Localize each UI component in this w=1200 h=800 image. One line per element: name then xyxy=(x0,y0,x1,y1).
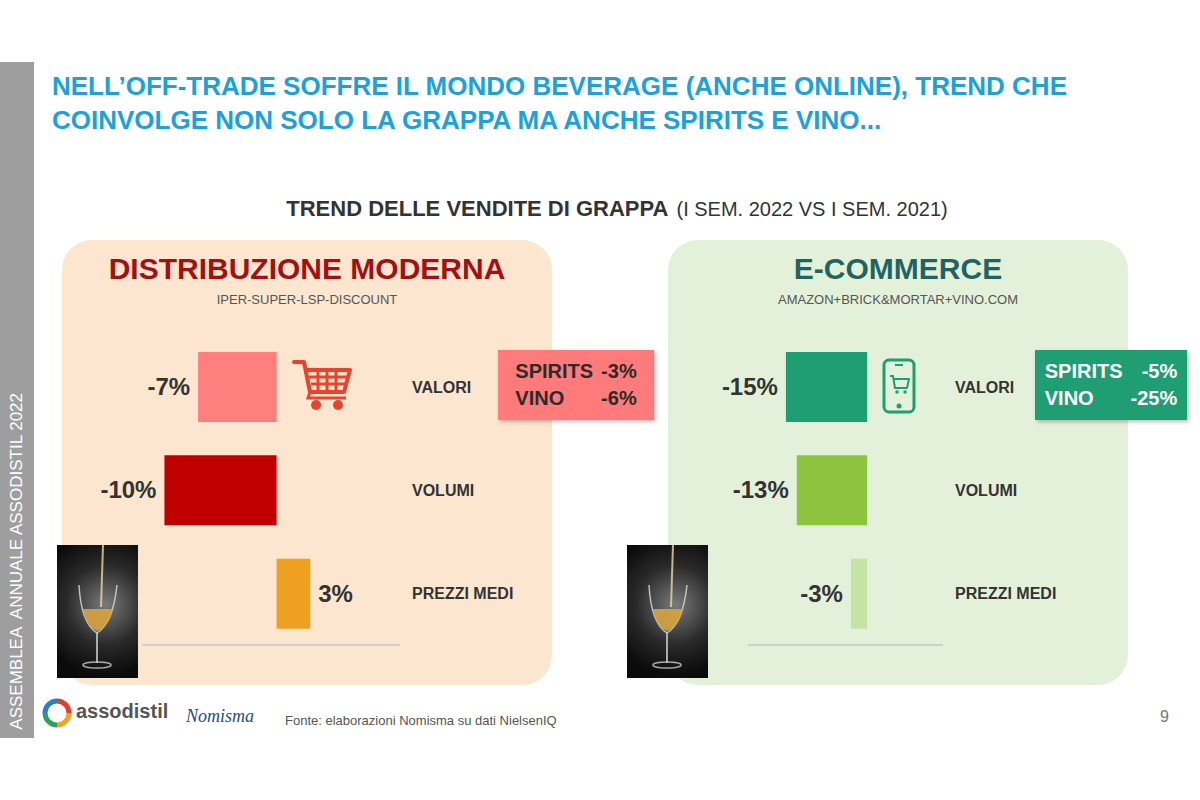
html-text:-5%: -5% xyxy=(1141,360,1178,382)
html-text:Fonte: elaborazioni Nomisma su: Fonte: elaborazioni Nomisma su dati Niel… xyxy=(285,713,557,728)
html-text:assodistil: assodistil xyxy=(76,700,169,722)
svg-text:VALORI: VALORI xyxy=(412,379,471,396)
html-text:DISTRIBUZIONE MODERNA: DISTRIBUZIONE MODERNA xyxy=(108,252,506,285)
svg-text:PREZZI MEDI: PREZZI MEDI xyxy=(412,585,513,602)
html-text:IPER-SUPER-LSP-DISCOUNT: IPER-SUPER-LSP-DISCOUNT xyxy=(216,292,398,307)
html-text:VINO: VINO xyxy=(515,387,565,409)
html-text:-6%: -6% xyxy=(601,387,637,409)
html-text:NELL’OFF-TRADE SOFFRE IL MONDO: NELL’OFF-TRADE SOFFRE IL MONDO BEVERAGE … xyxy=(52,71,1067,135)
html-text:SPIRITS -3%: SPIRITS -3% xyxy=(515,360,637,382)
html-text:9: 9 xyxy=(1160,708,1169,725)
html-text:TREND DELLE VENDITE DI GRAPPA: TREND DELLE VENDITE DI GRAPPA (I SEM. 20… xyxy=(286,196,948,221)
svg-text:-15%: -15% xyxy=(722,373,778,400)
svg-text:-7%: -7% xyxy=(147,373,190,400)
html-text:AMAZON+BRICK&MORTAR+VINO.COM: AMAZON+BRICK&MORTAR+VINO.COM xyxy=(778,292,1018,307)
svg-text:-3%: -3% xyxy=(800,580,843,607)
svg-text:-13%: -13% xyxy=(733,476,789,503)
html-text:-25%: -25% xyxy=(1130,387,1178,409)
svg-text:-10%: -10% xyxy=(100,476,156,503)
html-text:VINO: VINO xyxy=(1044,387,1094,409)
svg-text:PREZZI MEDI: PREZZI MEDI xyxy=(955,585,1056,602)
html-text:Nomisma: Nomisma xyxy=(186,706,254,726)
svg-text:VALORI: VALORI xyxy=(955,379,1014,396)
html-text:E-COMMERCE: E-COMMERCE xyxy=(793,252,1003,285)
html-text:ASSEMBLEA ANNUALE ASSODISTIL 2: ASSEMBLEA ANNUALE ASSODISTIL 2022 xyxy=(7,393,26,730)
html-text:SPIRITS: SPIRITS xyxy=(1044,360,1123,382)
svg-text:VOLUMI: VOLUMI xyxy=(955,482,1017,499)
svg-text:VOLUMI: VOLUMI xyxy=(412,482,474,499)
svg-text:3%: 3% xyxy=(318,580,353,607)
